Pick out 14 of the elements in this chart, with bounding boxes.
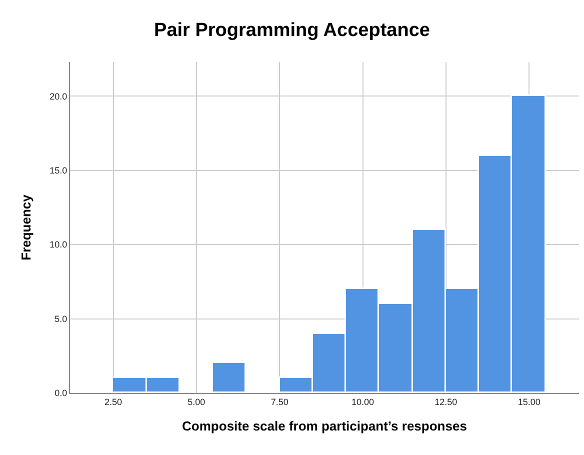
x-tick-label: 15.00: [518, 396, 540, 407]
y-tick-label: 20.0: [50, 91, 68, 102]
x-tick-label: 5.00: [188, 396, 206, 407]
x-tick-label: 12.50: [434, 396, 458, 407]
y-tick-label: 15.0: [50, 166, 68, 176]
y-tick-label: 5.0: [54, 314, 68, 324]
x-tick-label: 7.50: [270, 396, 288, 407]
x-axis-title: Composite scale from participant’s responses: [182, 418, 467, 434]
y-tick-label: 10.0: [50, 240, 68, 250]
y-axis-title: Frequency: [18, 194, 34, 260]
chart-title: Pair Programming Acceptance: [154, 20, 430, 42]
x-tick-label: 10.00: [351, 396, 374, 407]
y-tick-label: 0.0: [54, 388, 68, 398]
x-tick-label: 2.50: [104, 396, 122, 407]
